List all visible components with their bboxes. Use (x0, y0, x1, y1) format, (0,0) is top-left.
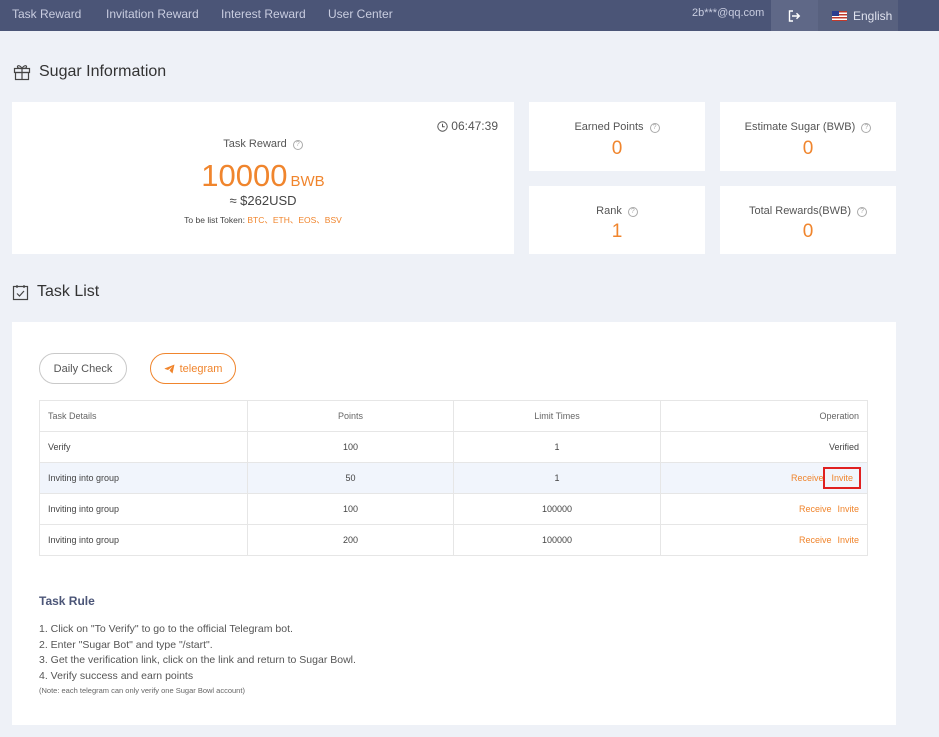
operation-cell: Receive Invite (660, 524, 868, 556)
col-limit-times: Limit Times (453, 400, 661, 432)
logout-icon (788, 9, 801, 22)
total-rewards-label: Total Rewards(BWB) (748, 205, 852, 217)
rule-line: 2. Enter "Sugar Bot" and type "/start". (39, 638, 213, 651)
points-cell: 100 (247, 431, 454, 463)
timer-value: 06:47:39 (451, 119, 498, 133)
checklist-icon (12, 284, 29, 300)
task-list-title: Task List (37, 283, 100, 300)
col-operation: Operation (660, 400, 868, 432)
task-list-card: Daily Check telegram Task Details Points… (12, 322, 896, 725)
task-details-cell: Inviting into group (39, 524, 248, 556)
limit-cell: 100000 (453, 524, 661, 556)
stat-label-row: Estimate Sugar (BWB)? (720, 121, 896, 133)
rule-line: 1. Click on "To Verify" to go to the off… (39, 623, 293, 635)
nav-task-reward[interactable]: Task Reward (12, 7, 82, 21)
sugar-info-heading: Sugar Information (13, 63, 166, 81)
earned-points-value: 0 (611, 138, 623, 159)
help-icon[interactable]: ? (649, 123, 660, 133)
limit-cell: 1 (453, 462, 661, 494)
help-icon[interactable]: ? (627, 207, 638, 217)
tab-telegram[interactable]: telegram (150, 353, 236, 384)
tab-telegram-label: telegram (179, 362, 223, 375)
language-label: English (853, 8, 893, 23)
reward-amount-row: 10000 BWB (12, 158, 514, 194)
invite-link[interactable]: Invite (837, 535, 859, 545)
sugar-info-title: Sugar Information (39, 63, 167, 80)
task-reward-label: Task Reward (223, 138, 287, 150)
stat-label-row: Rank? (529, 205, 705, 217)
estimate-sugar-card: Estimate Sugar (BWB)? 0 (720, 102, 896, 171)
reward-usd: ≈ $262USD (229, 193, 297, 208)
estimate-sugar-label: Estimate Sugar (BWB) (744, 121, 856, 133)
points-cell: 100 (247, 493, 454, 525)
rank-card: Rank? 1 (529, 186, 705, 254)
logout-button[interactable] (771, 0, 818, 31)
points-cell: 50 (247, 462, 454, 494)
earned-points-card: Earned Points? 0 (529, 102, 705, 171)
operation-cell: Verified (660, 431, 868, 463)
receive-link[interactable]: Receive (798, 535, 832, 545)
stat-label-row: Total Rewards(BWB)? (720, 205, 896, 217)
operation-cell: Receive Invite (660, 493, 868, 525)
nav-interest-reward[interactable]: Interest Reward (221, 7, 306, 21)
tab-daily-check[interactable]: Daily Check (39, 353, 127, 384)
verified-status: Verified (828, 442, 859, 452)
rank-label: Rank (596, 205, 622, 217)
reward-unit: BWB (290, 173, 325, 190)
task-details-cell: Verify (39, 431, 248, 463)
gift-icon (13, 65, 31, 81)
nav-user-center[interactable]: User Center (328, 7, 393, 21)
tokens-list: BTC、ETH、EOS、BSV (247, 215, 342, 225)
telegram-icon (164, 364, 175, 373)
operation-cell: Receive Invite (660, 462, 868, 494)
stat-label-row: Earned Points? (529, 121, 705, 133)
estimate-sugar-value: 0 (802, 138, 814, 159)
tokens-prefix: To be list Token: (184, 215, 245, 225)
points-cell: 200 (247, 524, 454, 556)
task-rule-note: (Note: each telegram can only verify one… (39, 686, 245, 695)
help-icon[interactable]: ? (292, 140, 303, 150)
task-table: Task Details Points Limit Times Operatio… (39, 400, 868, 556)
table-row: Inviting into group 100 100000 Receive In… (39, 493, 868, 525)
nav-invitation-reward[interactable]: Invitation Reward (106, 7, 199, 21)
user-email[interactable]: 2b***@qq.com (692, 7, 765, 19)
rank-value: 1 (611, 221, 623, 242)
invite-link[interactable]: Invite (823, 467, 861, 489)
rule-line: 3. Get the verification link, click on t… (39, 654, 356, 666)
table-row: Inviting into group 200 100000 Receive In… (39, 524, 868, 556)
task-reward-card: 06:47:39 Task Reward? 10000 BWB ≈ $262USD… (12, 102, 514, 254)
table-header-row: Task Details Points Limit Times Operatio… (39, 400, 868, 432)
top-nav: Task Reward Invitation Reward Interest R… (0, 0, 939, 31)
task-list-heading: Task List (12, 283, 99, 301)
tab-daily-check-label: Daily Check (53, 362, 113, 375)
rule-line: 4. Verify success and earn points (39, 669, 194, 682)
earned-points-label: Earned Points (574, 121, 644, 133)
task-details-cell: Inviting into group (39, 462, 248, 494)
limit-cell: 1 (453, 431, 661, 463)
total-rewards-card: Total Rewards(BWB)? 0 (720, 186, 896, 254)
invite-link[interactable]: Invite (837, 504, 859, 514)
help-icon[interactable]: ? (857, 207, 868, 217)
limit-cell: 100000 (453, 493, 661, 525)
help-icon[interactable]: ? (861, 123, 872, 133)
task-rule-list: 1. Click on "To Verify" to go to the off… (39, 622, 356, 684)
reward-tokens-row: To be list Token: BTC、ETH、EOS、BSV (12, 214, 514, 226)
countdown-timer: 06:47:39 (437, 119, 498, 133)
col-points: Points (247, 400, 454, 432)
receive-link[interactable]: Receive (790, 473, 824, 483)
language-selector[interactable]: English (818, 0, 898, 31)
col-task-details: Task Details (39, 400, 248, 432)
us-flag-icon (832, 10, 847, 21)
total-rewards-value: 0 (802, 221, 814, 242)
reward-amount: 10000 (201, 158, 288, 193)
task-details-cell: Inviting into group (39, 493, 248, 525)
task-rule-title: Task Rule (39, 594, 95, 608)
task-reward-label-row: Task Reward? (12, 138, 514, 150)
clock-icon (437, 120, 448, 132)
receive-link[interactable]: Receive (798, 504, 832, 514)
table-row: Verify 100 1 Verified (39, 431, 868, 463)
table-row: Inviting into group 50 1 Receive Invite (39, 462, 868, 494)
